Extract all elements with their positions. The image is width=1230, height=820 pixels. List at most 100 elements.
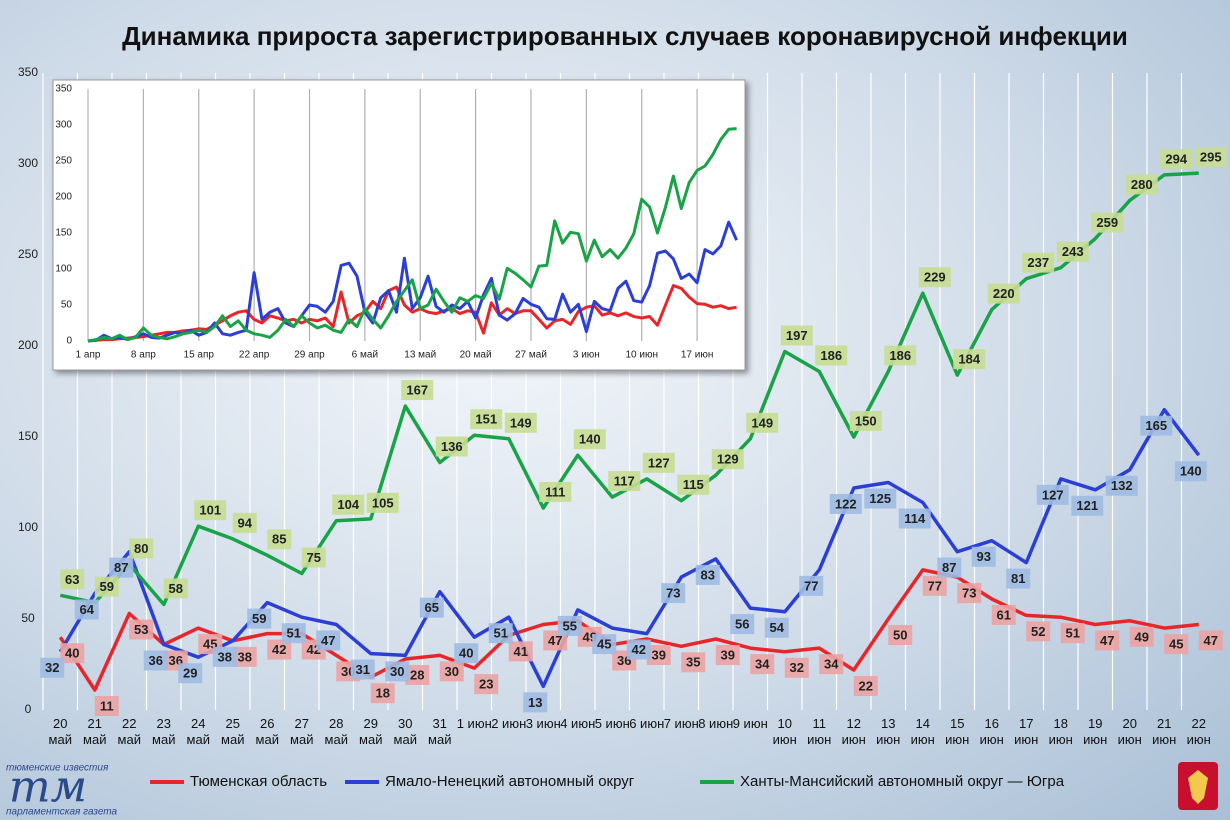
data-label: 52 bbox=[1031, 624, 1045, 639]
data-label-box bbox=[129, 538, 154, 559]
x-tick-label: 8 июн bbox=[698, 716, 734, 731]
data-label-box bbox=[316, 630, 341, 651]
data-label-box bbox=[1006, 568, 1031, 589]
x-tick-label: 27 май bbox=[290, 716, 314, 747]
x-tick-label: 5 июн bbox=[594, 716, 630, 731]
data-label: 35 bbox=[686, 655, 700, 670]
data-label-box bbox=[849, 411, 882, 431]
data-label-box bbox=[918, 267, 951, 288]
x-tick-label: 9 июн bbox=[732, 716, 768, 731]
data-label-box bbox=[435, 436, 468, 457]
data-label: 114 bbox=[904, 511, 926, 526]
y-tick-label: 300 bbox=[18, 156, 38, 170]
data-label-box bbox=[94, 576, 119, 597]
data-label: 55 bbox=[563, 618, 577, 633]
y-tick-label: 150 bbox=[18, 429, 38, 443]
data-label: 38 bbox=[238, 649, 252, 664]
data-label: 47 bbox=[1204, 633, 1218, 648]
logo-top: тюменские известия bbox=[6, 763, 109, 774]
data-label-box bbox=[1026, 621, 1051, 642]
data-label-box bbox=[1198, 630, 1223, 651]
legend-label: Тюменская область bbox=[190, 773, 327, 790]
data-label-box bbox=[829, 493, 862, 514]
data-label-box bbox=[60, 643, 85, 664]
data-label-box bbox=[1105, 475, 1138, 496]
data-label-box bbox=[488, 623, 513, 644]
y-tick-label: 200 bbox=[55, 192, 72, 203]
data-label-box bbox=[1056, 241, 1089, 262]
data-label-box bbox=[815, 345, 848, 366]
data-label: 61 bbox=[997, 607, 1011, 622]
data-label: 220 bbox=[993, 286, 1015, 301]
x-tick-label: 31 май bbox=[428, 716, 452, 747]
data-label: 32 bbox=[790, 660, 804, 675]
data-label: 104 bbox=[337, 497, 359, 512]
x-tick-label: 3 июн bbox=[573, 350, 600, 361]
data-label-box bbox=[401, 380, 434, 401]
data-label: 122 bbox=[835, 496, 857, 511]
data-label-box bbox=[937, 557, 962, 578]
x-tick-label: 8 апр bbox=[131, 350, 156, 361]
data-label: 121 bbox=[1076, 498, 1098, 513]
data-label-box bbox=[1125, 174, 1158, 195]
data-label-box bbox=[922, 575, 947, 596]
logo-bottom: парламентская газета bbox=[6, 807, 118, 818]
data-label: 51 bbox=[287, 626, 301, 641]
data-label: 45 bbox=[1169, 637, 1183, 652]
data-label-box bbox=[439, 661, 464, 682]
y-tick-label: 50 bbox=[61, 300, 73, 311]
data-label-box bbox=[60, 569, 85, 590]
data-label: 51 bbox=[1066, 626, 1080, 641]
data-label: 129 bbox=[717, 452, 739, 467]
data-label: 34 bbox=[824, 657, 839, 672]
data-label: 127 bbox=[1042, 487, 1064, 502]
emblem bbox=[1178, 762, 1218, 810]
data-label: 11 bbox=[100, 698, 114, 713]
data-label-box bbox=[799, 575, 824, 596]
x-tick-label: 25 май bbox=[221, 716, 245, 747]
x-tick-label: 22 май bbox=[117, 716, 141, 747]
data-label-box bbox=[1140, 415, 1173, 436]
data-label-box bbox=[350, 659, 375, 680]
data-label-box bbox=[1129, 626, 1154, 647]
x-tick-label: 17 июн bbox=[1014, 716, 1039, 747]
x-tick-label: 6 июн bbox=[629, 716, 665, 731]
data-label-box bbox=[143, 650, 168, 671]
data-label: 105 bbox=[372, 495, 394, 510]
x-tick-label: 1 июн bbox=[456, 716, 492, 731]
data-label: 58 bbox=[169, 581, 183, 596]
data-label: 186 bbox=[820, 348, 842, 363]
x-tick-label: 6 май bbox=[352, 350, 378, 361]
data-label-box bbox=[405, 665, 430, 686]
data-label: 75 bbox=[307, 550, 321, 565]
y-tick-label: 150 bbox=[55, 228, 72, 239]
x-tick-label: 10 июн bbox=[772, 716, 797, 747]
legend-label: Ханты-Мансийский автономный округ — Югра bbox=[740, 773, 1065, 790]
x-tick-label: 13 май bbox=[404, 350, 436, 361]
data-label: 64 bbox=[80, 602, 95, 617]
data-label: 294 bbox=[1165, 151, 1187, 166]
data-label-box bbox=[40, 657, 65, 678]
x-tick-label: 4 июн bbox=[560, 716, 596, 731]
data-label: 47 bbox=[1100, 633, 1114, 648]
data-label-box bbox=[746, 412, 779, 433]
y-tick-label: 0 bbox=[25, 702, 32, 716]
data-label-box bbox=[1060, 623, 1085, 644]
data-label: 295 bbox=[1200, 150, 1222, 165]
data-label: 132 bbox=[1111, 478, 1133, 493]
data-label: 29 bbox=[183, 666, 197, 681]
data-label-box bbox=[508, 641, 533, 662]
data-label-box bbox=[1194, 147, 1227, 168]
data-label: 22 bbox=[859, 678, 873, 693]
data-label: 34 bbox=[755, 657, 770, 672]
data-label: 32 bbox=[45, 660, 59, 675]
data-label-box bbox=[1036, 484, 1069, 505]
data-label: 186 bbox=[889, 348, 911, 363]
x-tick-label: 29 апр bbox=[294, 350, 325, 361]
y-tick-label: 350 bbox=[18, 65, 38, 79]
x-tick-label: 20 июн bbox=[1117, 716, 1142, 747]
data-label-box bbox=[1160, 148, 1193, 169]
data-label: 50 bbox=[893, 627, 907, 642]
data-label-box bbox=[247, 608, 272, 629]
